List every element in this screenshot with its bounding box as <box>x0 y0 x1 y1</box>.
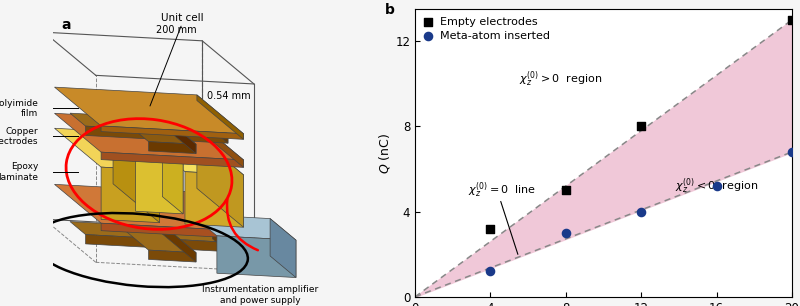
Polygon shape <box>86 234 228 252</box>
Polygon shape <box>191 214 296 240</box>
Polygon shape <box>150 105 196 154</box>
Polygon shape <box>197 136 243 227</box>
Polygon shape <box>70 222 228 242</box>
Text: $\chi_z^{(0)} > 0$  region: $\chi_z^{(0)} > 0$ region <box>518 70 602 89</box>
Polygon shape <box>149 250 196 262</box>
FancyArrowPatch shape <box>227 199 258 250</box>
Polygon shape <box>54 128 160 170</box>
Polygon shape <box>70 113 228 134</box>
Meta-atom inserted <box>710 184 723 188</box>
Text: Instrumentation amplifier
and power supply: Instrumentation amplifier and power supp… <box>202 285 318 305</box>
Polygon shape <box>149 142 196 154</box>
Text: Unit cell: Unit cell <box>161 13 203 24</box>
Y-axis label: $Q$ (nC): $Q$ (nC) <box>378 132 393 174</box>
Meta-atom inserted <box>635 209 648 214</box>
Polygon shape <box>86 126 228 143</box>
Polygon shape <box>101 223 243 238</box>
Empty electrodes <box>484 226 497 231</box>
Empty electrodes <box>635 124 648 129</box>
Meta-atom inserted <box>559 230 572 235</box>
Polygon shape <box>162 140 183 214</box>
Meta-atom inserted <box>786 150 798 155</box>
Text: b: b <box>385 3 394 17</box>
Polygon shape <box>102 103 196 144</box>
Polygon shape <box>102 211 196 253</box>
Polygon shape <box>185 172 243 227</box>
Text: 200 mm: 200 mm <box>156 25 197 35</box>
Text: $\chi_z^{(0)} = 0$  line: $\chi_z^{(0)} = 0$ line <box>468 181 536 200</box>
Text: 0.54 mm: 0.54 mm <box>206 91 250 101</box>
Polygon shape <box>101 126 243 139</box>
Text: $\chi_z^{(0)} < 0$  region: $\chi_z^{(0)} < 0$ region <box>675 176 758 196</box>
Polygon shape <box>270 218 296 278</box>
Polygon shape <box>54 113 243 160</box>
Polygon shape <box>113 132 160 223</box>
Polygon shape <box>101 167 160 223</box>
Text: Epoxy
laminate: Epoxy laminate <box>0 162 38 182</box>
Polygon shape <box>197 95 243 139</box>
Empty electrodes <box>786 17 798 22</box>
Polygon shape <box>217 236 296 278</box>
Polygon shape <box>213 121 228 143</box>
Text: Polyimide
film: Polyimide film <box>0 99 38 118</box>
Legend: Empty electrodes, Meta-atom inserted: Empty electrodes, Meta-atom inserted <box>421 15 552 44</box>
Polygon shape <box>136 155 183 214</box>
Empty electrodes <box>559 188 572 193</box>
Polygon shape <box>138 133 243 175</box>
Polygon shape <box>115 138 183 158</box>
Meta-atom inserted <box>484 269 497 274</box>
Polygon shape <box>213 230 228 252</box>
Polygon shape <box>54 184 243 231</box>
Polygon shape <box>54 87 243 134</box>
Text: Copper
electrodes: Copper electrodes <box>0 127 38 146</box>
Polygon shape <box>101 152 243 167</box>
Polygon shape <box>197 121 243 167</box>
Text: a: a <box>62 18 70 32</box>
Polygon shape <box>150 214 196 262</box>
Polygon shape <box>197 192 243 238</box>
